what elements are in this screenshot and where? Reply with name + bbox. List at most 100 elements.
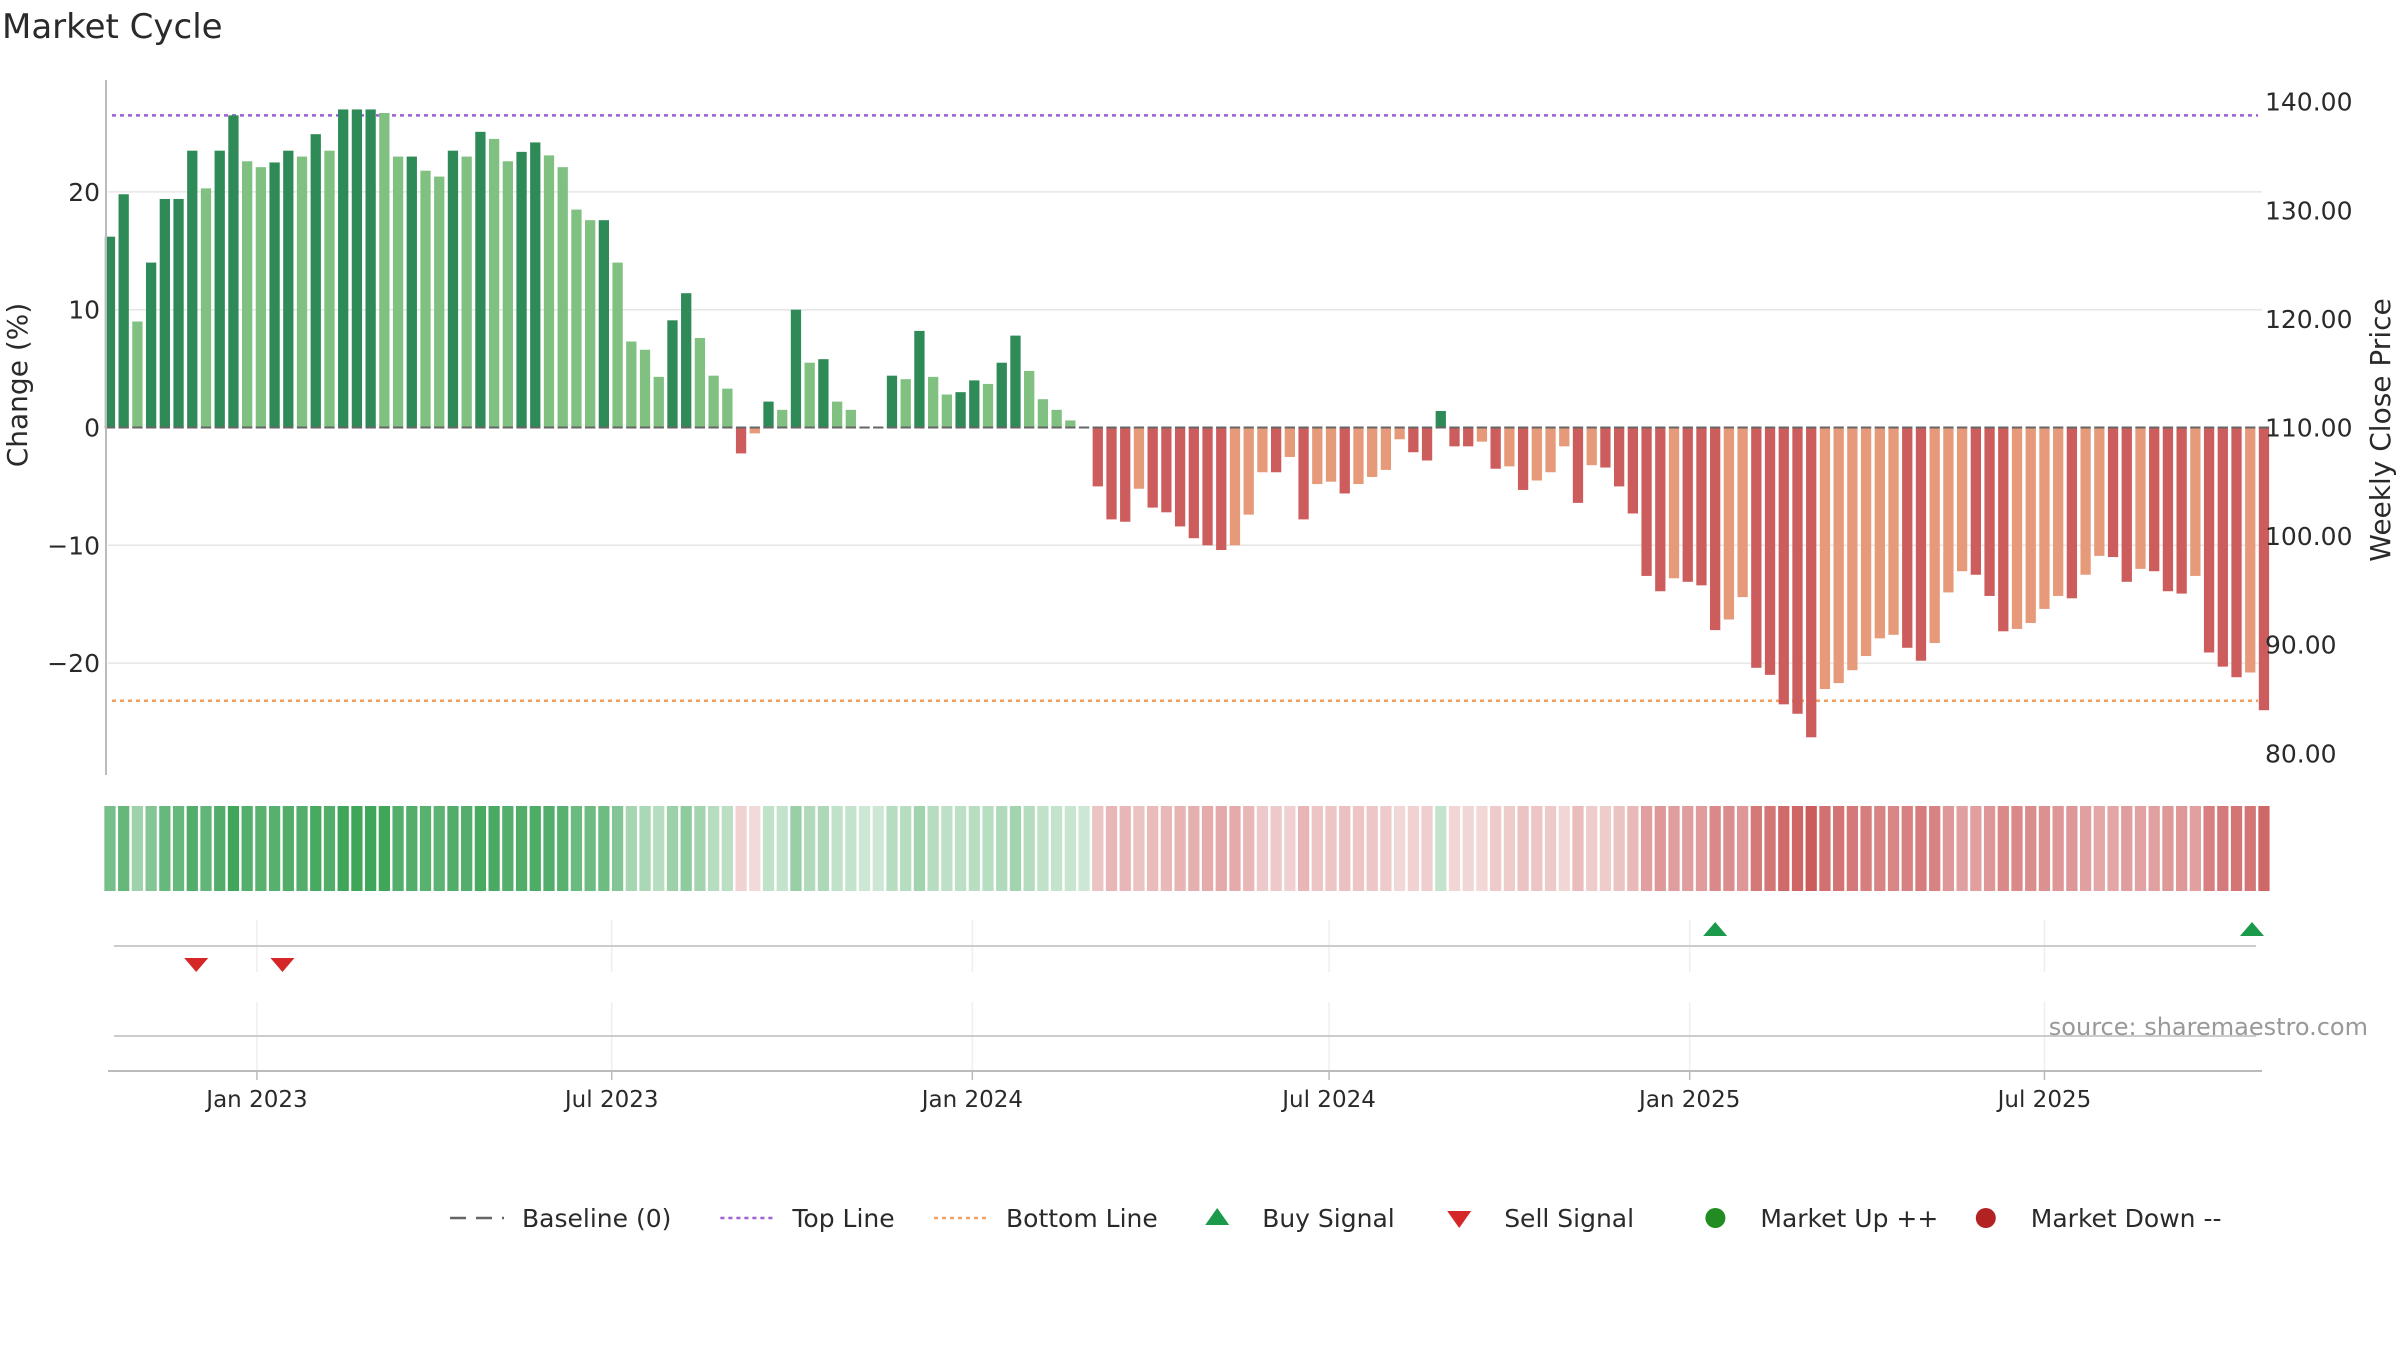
change-bar	[694, 337, 706, 428]
y-axis-label: Change (%)	[1, 303, 34, 468]
strip-cell	[2148, 806, 2160, 891]
strip-cell	[1215, 806, 1227, 891]
strip-cell	[2107, 806, 2119, 891]
change-bar	[2011, 427, 2023, 629]
strip-cell	[982, 806, 994, 891]
change-bar	[1970, 427, 1981, 575]
change-bar	[2217, 427, 2228, 667]
strip-cell	[996, 806, 1008, 891]
strip-cell	[1887, 806, 1900, 891]
change-bar	[2258, 427, 2270, 711]
strip-cell	[310, 806, 322, 891]
strip-cell	[1352, 806, 1365, 891]
strip-cell	[1942, 806, 1955, 891]
change-bar	[749, 427, 760, 434]
change-bar	[1380, 427, 1392, 470]
change-bar	[2149, 427, 2160, 572]
legend-label: Buy Signal	[1262, 1204, 1395, 1233]
x-tick-label: Jul 2024	[1280, 1087, 1376, 1113]
change-bar	[2053, 427, 2064, 596]
legend-label: Top Line	[791, 1204, 894, 1233]
strip-cell	[1874, 806, 1886, 891]
strip-cell	[1256, 806, 1269, 891]
strip-cell	[406, 806, 418, 891]
strip-cell	[1050, 806, 1063, 891]
x-tick-label: Jan 2024	[920, 1087, 1023, 1113]
strip-cell	[721, 806, 733, 891]
strip-cell	[214, 806, 226, 891]
strip-cell	[1531, 806, 1543, 891]
change-bar	[1174, 427, 1186, 527]
strip-cell	[365, 806, 377, 891]
strip-cell	[639, 806, 651, 891]
x-tick-label: Jul 2023	[563, 1087, 659, 1113]
strip-cell	[1929, 806, 1941, 891]
strip-cell	[1764, 806, 1776, 891]
change-bar	[365, 109, 376, 428]
change-bar	[708, 375, 719, 428]
change-bar	[927, 376, 939, 428]
change-bar	[1133, 427, 1145, 489]
strip-cell	[2025, 806, 2037, 891]
strip-cell	[1627, 806, 1639, 891]
change-bar	[461, 156, 472, 428]
change-bar	[159, 198, 170, 428]
change-bar	[104, 236, 116, 428]
strip-cell	[1105, 806, 1118, 891]
strip-cell	[2121, 806, 2133, 891]
change-bar	[557, 167, 568, 428]
sell-signal-marker	[184, 958, 209, 972]
strip-cell	[1640, 806, 1653, 891]
change-bar	[2176, 427, 2187, 594]
y2-tick-label: 120.00	[2265, 305, 2352, 334]
change-bar	[351, 109, 363, 428]
change-bar	[900, 379, 911, 428]
buy-signal-marker	[1703, 922, 1728, 936]
change-bar	[1504, 427, 1515, 467]
change-bar	[1312, 427, 1323, 485]
change-bar	[571, 209, 582, 428]
strip-cell	[1366, 806, 1378, 891]
strip-cell	[227, 806, 240, 891]
change-bar	[763, 401, 774, 428]
change-bar	[1929, 427, 1940, 644]
change-bar	[1024, 370, 1035, 428]
change-bar	[2025, 427, 2036, 624]
strip-cell	[200, 806, 212, 891]
legend-label: Sell Signal	[1504, 1204, 1634, 1233]
strip-cell	[461, 806, 473, 891]
strip-cell	[872, 806, 884, 891]
legend-label: Baseline (0)	[522, 1204, 671, 1233]
change-bar	[626, 341, 637, 428]
change-bar	[310, 134, 321, 428]
change-bar	[790, 309, 802, 428]
change-bar	[1010, 335, 1021, 428]
strip-cell	[1270, 806, 1282, 891]
strip-cell	[831, 806, 843, 891]
strip-cell	[790, 806, 802, 891]
legend-label: Bottom Line	[1006, 1204, 1158, 1233]
change-bar	[1394, 427, 1405, 440]
change-bar	[296, 156, 308, 428]
change-bar	[1270, 427, 1282, 473]
strip-cell	[2038, 806, 2051, 891]
strip-cell	[104, 806, 116, 891]
strip-cell	[1572, 806, 1584, 891]
change-bar	[1339, 427, 1350, 494]
strip-cell	[1284, 806, 1296, 891]
strip-cell	[2203, 806, 2215, 891]
axes: 20 10 0 −10 −20 140.00 130.00 120.00 110.00 100.0…	[47, 80, 2352, 775]
strip-cell	[1613, 806, 1625, 891]
change-bar	[1668, 427, 1680, 579]
buy-signal-marker	[2240, 922, 2264, 936]
lower-panel	[114, 1002, 2256, 1070]
change-bar	[914, 330, 925, 428]
change-bar	[2231, 427, 2242, 678]
change-bar	[2190, 427, 2201, 576]
strip-cell	[1490, 806, 1502, 891]
strip-cell	[625, 806, 637, 891]
legend-label: Market Up ++	[1760, 1204, 1938, 1233]
strip-cell	[351, 806, 363, 891]
legend: Baseline (0) Top Line Bottom Line Buy Signa…	[450, 1204, 2222, 1233]
change-bar	[1202, 427, 1213, 546]
